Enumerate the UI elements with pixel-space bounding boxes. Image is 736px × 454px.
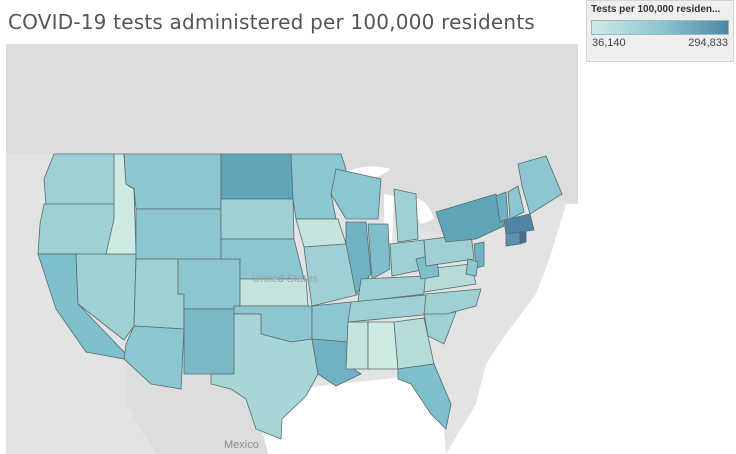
state-florida[interactable] (397, 363, 452, 430)
state-michigan[interactable] (393, 188, 419, 243)
state-maryland[interactable] (465, 258, 479, 277)
state-wyoming[interactable] (135, 208, 222, 260)
state-connecticut[interactable] (505, 231, 521, 247)
state-north-carolina[interactable] (423, 288, 482, 315)
legend-min-label: 36,140 (592, 37, 626, 49)
mexico-label: Mexico (224, 439, 259, 451)
choropleth-map[interactable]: United States Mexico (6, 44, 578, 454)
state-rhode-island[interactable] (519, 231, 527, 245)
state-utah[interactable] (133, 258, 185, 330)
state-kentucky[interactable] (357, 275, 427, 303)
map-svg: United States Mexico (6, 44, 578, 454)
state-arkansas[interactable] (311, 301, 352, 343)
state-massachusetts[interactable] (503, 213, 535, 235)
legend-title: Tests per 100,000 residen... (591, 4, 721, 15)
state-north-dakota[interactable] (220, 153, 294, 200)
united-states-label: United States (252, 273, 319, 285)
state-mississippi[interactable] (345, 321, 369, 370)
legend-gradient-bar (591, 20, 729, 35)
state-colorado[interactable] (177, 258, 241, 310)
chart-title: COVID-19 tests administered per 100,000 … (8, 10, 535, 34)
color-legend[interactable]: Tests per 100,000 residen... 36,140 294,… (586, 0, 734, 62)
state-new-hampshire[interactable] (507, 185, 525, 220)
state-minnesota[interactable] (290, 153, 347, 220)
legend-max-label: 294,833 (688, 37, 728, 49)
state-montana[interactable] (123, 153, 222, 210)
state-alabama[interactable] (367, 321, 399, 370)
state-new-york[interactable] (435, 193, 505, 243)
state-oregon[interactable] (37, 203, 117, 255)
canada-land (6, 44, 578, 234)
state-new-mexico[interactable] (183, 308, 237, 375)
state-wisconsin[interactable] (330, 168, 382, 220)
state-indiana[interactable] (367, 223, 391, 280)
state-texas[interactable] (210, 313, 319, 440)
state-south-dakota[interactable] (220, 198, 295, 240)
state-washington[interactable] (43, 153, 117, 205)
state-iowa[interactable] (295, 218, 347, 248)
atlantic-ocean (446, 204, 578, 454)
state-maine[interactable] (517, 155, 563, 215)
